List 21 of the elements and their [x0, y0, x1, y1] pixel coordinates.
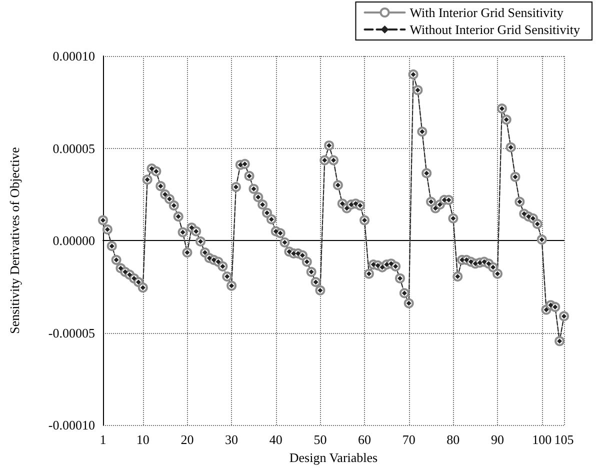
y-tick-label: -0.00005 — [48, 325, 95, 340]
y-tick-label: -0.00010 — [48, 418, 95, 433]
x-tick-label: 20 — [180, 432, 194, 448]
x-tick-label: 90 — [491, 432, 504, 448]
x-tick-label: 80 — [446, 432, 460, 448]
y-axis-title: Sensitivity Derivatives of Objective — [7, 146, 22, 334]
x-tick-label: 60 — [358, 432, 372, 448]
legend-label: Without Interior Grid Sensitivity — [410, 22, 580, 37]
x-tick-label: 70 — [402, 432, 416, 448]
x-tick-label: 105 — [554, 432, 574, 448]
y-tick-label: 0.00000 — [52, 233, 95, 248]
legend-label: With Interior Grid Sensitivity — [410, 5, 564, 20]
x-tick-label: 1 — [100, 432, 106, 448]
y-tick-label: 0.00005 — [52, 140, 95, 156]
x-tick-label: 50 — [314, 432, 327, 448]
x-tick-label: 100 — [532, 432, 552, 448]
x-tick-label: 30 — [225, 432, 238, 448]
x-axis-title: Design Variables — [289, 450, 378, 465]
x-tick-label: 40 — [269, 432, 282, 448]
y-tick-label: 0.00010 — [52, 48, 95, 64]
x-tick-label: 10 — [136, 432, 150, 448]
